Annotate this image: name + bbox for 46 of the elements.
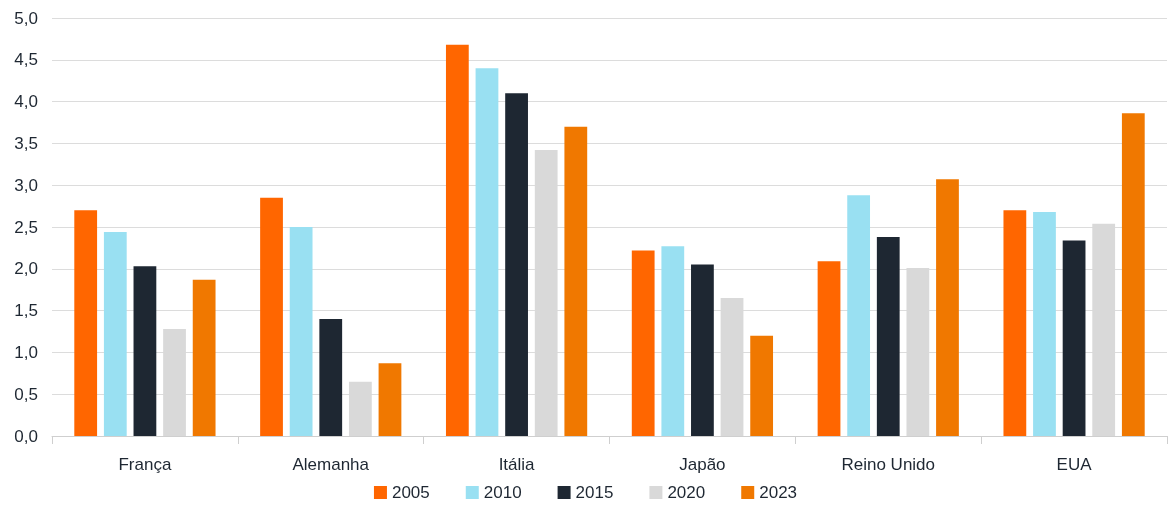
bar [475, 68, 499, 436]
y-tick-label: 1,0 [14, 342, 38, 362]
bar [691, 264, 714, 436]
legend-label: 2005 [391, 483, 430, 502]
x-tick-label: França [118, 455, 172, 474]
bar [936, 179, 959, 436]
y-tick-label: 2,0 [14, 259, 38, 279]
bar [631, 250, 655, 436]
bar [192, 279, 216, 436]
bar [1062, 240, 1086, 436]
bar [876, 237, 900, 436]
y-tick-label: 2,5 [14, 217, 38, 237]
y-tick-label: 3,5 [14, 133, 38, 153]
bar [378, 363, 402, 436]
bar [847, 195, 871, 436]
y-tick-label: 0,0 [14, 426, 38, 446]
y-tick-label: 3,0 [14, 175, 38, 195]
bar [817, 261, 841, 436]
x-tick-label: Alemanha [292, 455, 370, 474]
bar [1033, 211, 1056, 436]
bar [260, 197, 283, 436]
x-tick-label: Reino Unido [841, 455, 936, 474]
x-tick-label: EUA [1056, 455, 1093, 474]
y-tick-label: 0,5 [14, 384, 38, 404]
bar [319, 318, 343, 436]
bar [133, 266, 157, 436]
legend-label: 2023 [759, 483, 798, 502]
x-tick-label: Itália [498, 455, 536, 474]
x-tick-label: Japão [679, 455, 726, 474]
bar [750, 335, 774, 436]
legend-label: 2010 [483, 483, 522, 502]
bar [1121, 113, 1145, 436]
bar [103, 232, 127, 436]
bar [661, 246, 685, 436]
bar [505, 93, 528, 436]
y-tick-label: 5,0 [14, 8, 38, 28]
y-tick-label: 1,5 [14, 301, 38, 321]
bar [445, 44, 469, 436]
legend-label: 2015 [575, 483, 614, 502]
y-tick-label: 4,0 [14, 92, 38, 112]
bar [74, 210, 98, 436]
bar [564, 126, 588, 436]
legend-label: 2020 [667, 483, 706, 502]
bar [1003, 210, 1027, 436]
y-tick-label: 4,5 [14, 50, 38, 70]
bar [289, 227, 313, 436]
